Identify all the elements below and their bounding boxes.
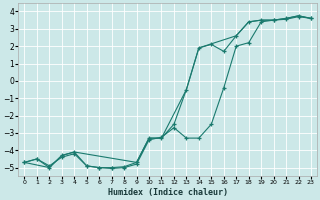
X-axis label: Humidex (Indice chaleur): Humidex (Indice chaleur) [108,188,228,197]
